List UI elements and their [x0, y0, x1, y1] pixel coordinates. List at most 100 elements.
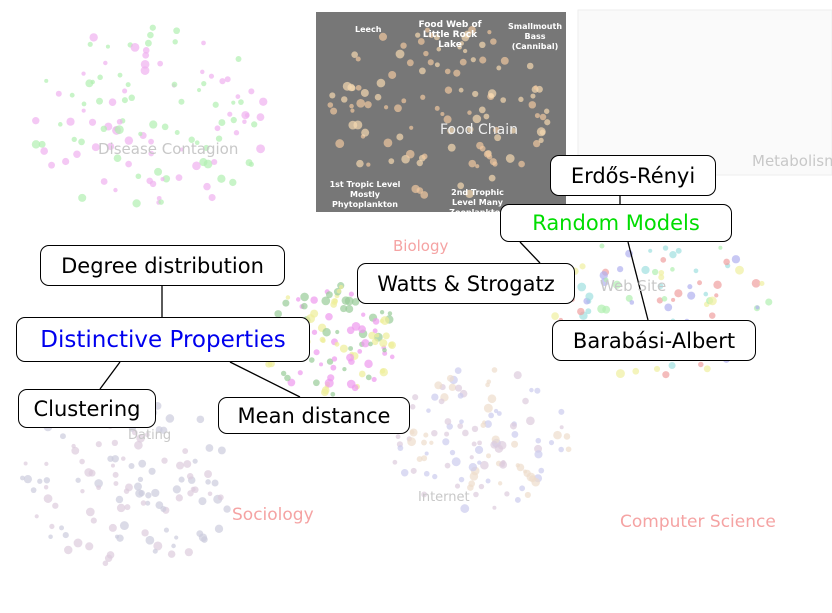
network-dot — [88, 42, 93, 47]
network-dot — [664, 304, 672, 312]
network-dot — [301, 303, 308, 310]
network-dot — [117, 119, 123, 125]
network-dot — [356, 85, 362, 91]
network-dot — [479, 107, 486, 114]
network-dot — [219, 78, 225, 84]
network-dot — [40, 147, 48, 155]
network-dot — [425, 451, 429, 455]
network-dot — [579, 263, 585, 269]
network-dot — [361, 89, 369, 97]
network-dot — [348, 346, 353, 351]
network-dot — [558, 447, 564, 453]
network-dot — [544, 109, 549, 114]
network-dot — [158, 199, 164, 205]
network-dot — [44, 462, 48, 466]
network-dot — [330, 108, 337, 115]
network-dot — [697, 280, 702, 285]
network-dot — [197, 88, 201, 92]
network-dot — [147, 32, 154, 39]
network-dot — [218, 446, 226, 454]
network-dot — [703, 292, 708, 297]
network-dot — [687, 284, 692, 289]
network-dot — [101, 178, 108, 185]
network-dot — [366, 163, 370, 167]
network-dot — [585, 308, 591, 314]
network-dot — [245, 113, 250, 118]
network-dot — [58, 122, 63, 127]
network-dot — [205, 479, 211, 485]
background-label: Internet — [418, 490, 470, 505]
network-dot — [215, 125, 221, 131]
network-dot — [138, 460, 146, 468]
network-dot — [322, 328, 330, 336]
network-dot — [357, 349, 362, 354]
network-dot — [599, 244, 604, 249]
network-dot — [419, 68, 426, 75]
network-dot — [585, 292, 593, 300]
network-dot — [319, 362, 323, 366]
network-dot — [44, 485, 48, 489]
network-dot — [470, 472, 479, 481]
network-dot — [89, 33, 97, 41]
network-dot — [566, 446, 572, 452]
network-dot — [78, 194, 86, 202]
network-dot — [72, 137, 77, 142]
network-dot — [134, 483, 142, 491]
network-dot — [486, 453, 491, 458]
network-dot — [71, 444, 75, 448]
network-dot — [534, 388, 540, 394]
network-dot — [103, 560, 109, 566]
network-dot — [448, 144, 456, 152]
network-dot — [654, 366, 660, 372]
network-dot — [431, 430, 437, 436]
network-dot — [312, 330, 317, 335]
network-dot — [445, 463, 451, 469]
network-dot — [321, 338, 326, 343]
network-dot — [164, 528, 169, 533]
network-dot — [388, 158, 394, 164]
network-dot — [44, 79, 48, 83]
network-dot — [380, 310, 384, 314]
network-dot — [499, 461, 507, 469]
network-dot — [488, 413, 494, 419]
network-dot — [173, 27, 180, 34]
network-dot — [708, 297, 717, 306]
network-dot — [445, 69, 451, 75]
network-dot — [440, 112, 444, 116]
network-dot — [24, 475, 32, 483]
network-dot — [82, 102, 87, 107]
network-dot — [492, 506, 496, 510]
network-dot — [231, 117, 237, 123]
network-dot — [490, 441, 498, 449]
network-dot — [410, 404, 416, 410]
network-dot — [84, 468, 93, 477]
network-dot — [549, 440, 554, 445]
network-dot — [122, 97, 128, 103]
network-dot — [347, 380, 356, 389]
network-dot — [540, 114, 546, 120]
network-dot — [527, 63, 534, 70]
node: Barabási-Albert — [552, 320, 756, 361]
network-dot — [544, 119, 550, 125]
background-label: Metabolism — [752, 152, 832, 170]
network-dot — [373, 318, 380, 325]
network-dot — [365, 101, 372, 108]
network-dot — [506, 154, 515, 163]
network-dot — [112, 455, 119, 462]
network-dot — [411, 468, 417, 474]
network-dot — [118, 73, 123, 78]
network-dot — [412, 394, 418, 400]
network-dot — [86, 508, 95, 517]
network-dot — [329, 92, 335, 98]
network-dot — [432, 474, 437, 479]
network-dot — [356, 160, 364, 168]
network-dot — [735, 266, 744, 275]
network-dot — [112, 440, 118, 446]
network-dot — [349, 291, 354, 296]
network-dot — [313, 379, 320, 386]
network-dot — [182, 448, 188, 454]
network-dot — [236, 94, 241, 99]
network-dot — [449, 384, 456, 391]
network-dot — [171, 544, 176, 549]
network-dot — [175, 130, 180, 135]
